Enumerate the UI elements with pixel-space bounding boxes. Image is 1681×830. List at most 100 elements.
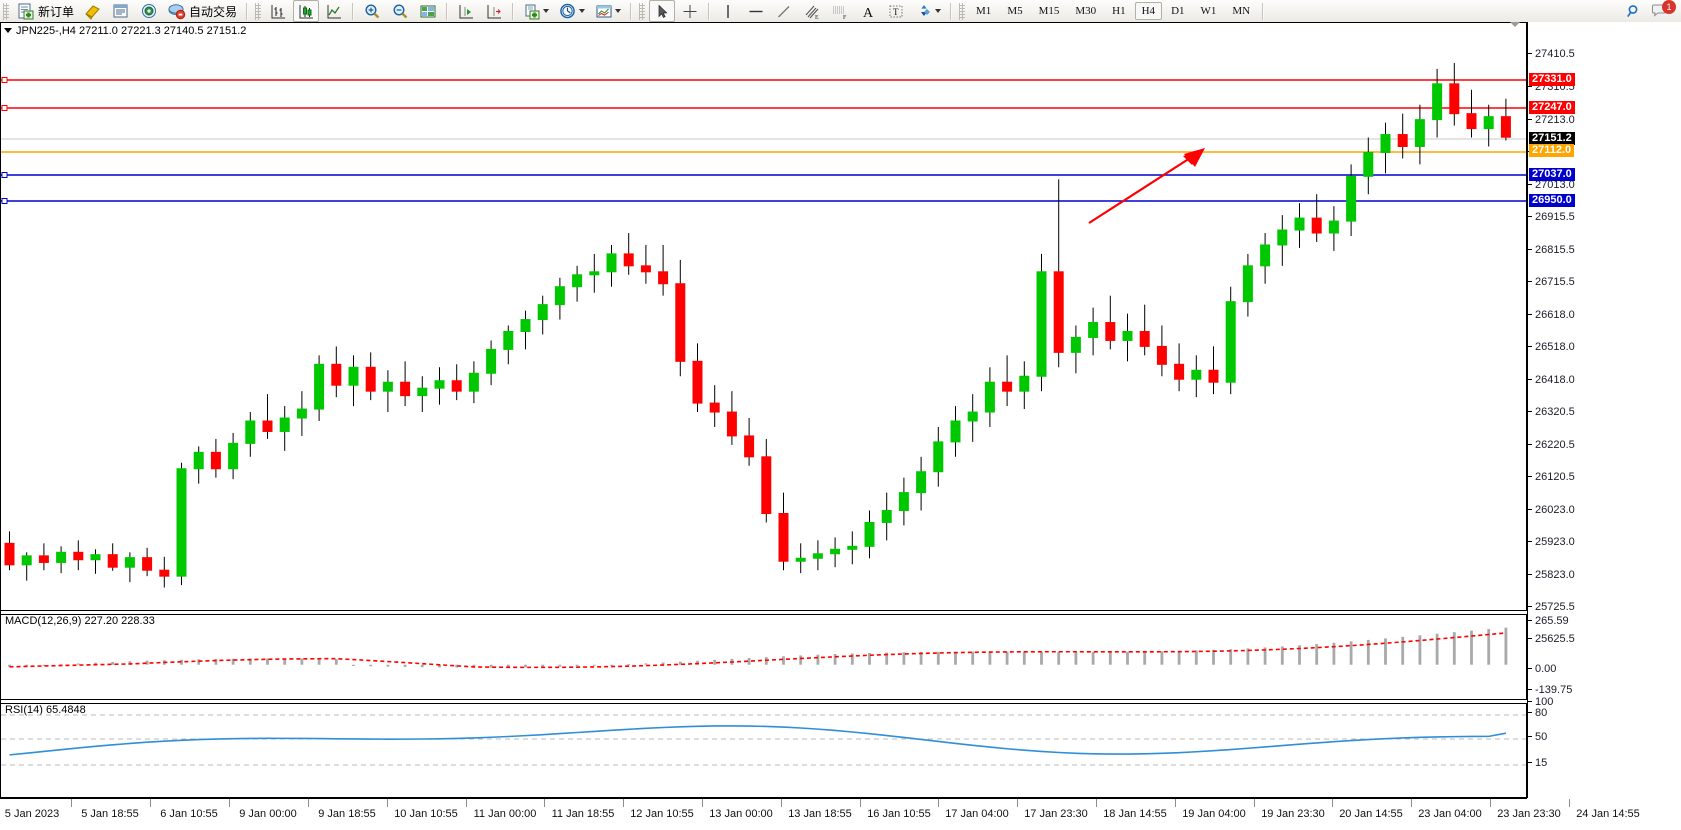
- crosshair-button[interactable]: [677, 0, 703, 22]
- candlestick-chart-button[interactable]: [293, 0, 320, 22]
- price-marker-label[interactable]: 27037.0: [1529, 168, 1575, 181]
- candle-body: [881, 510, 892, 523]
- data-window-button[interactable]: [415, 0, 441, 22]
- toolbar-right-group: 1: [1625, 0, 1681, 20]
- timeframe-h1[interactable]: H1: [1112, 5, 1126, 17]
- time-gridline: [229, 799, 230, 807]
- fibonacci-button[interactable]: F: [827, 0, 853, 22]
- pane-separator-macd[interactable]: [1, 610, 1528, 615]
- shapes-button[interactable]: [911, 0, 945, 22]
- macd-bar: [1280, 646, 1284, 665]
- time-gridline: [1254, 799, 1255, 807]
- horizontal-line-button[interactable]: [743, 0, 769, 22]
- time-scale[interactable]: 5 Jan 2023 5 Jan 18:55 6 Jan 10:55 9 Jan 00…: [0, 798, 1640, 830]
- timeframe-m30[interactable]: M30: [1075, 5, 1097, 17]
- time-tick: 23 Jan 04:00: [1418, 808, 1482, 820]
- alert-button[interactable]: 1: [1651, 0, 1676, 20]
- time-tick: 11 Jan 18:55: [551, 808, 615, 820]
- new-order-button[interactable]: 新订单: [13, 0, 78, 22]
- zoom-in-button[interactable]: [359, 0, 385, 22]
- line-chart-button[interactable]: [321, 0, 347, 22]
- candle-body: [1105, 322, 1116, 341]
- metaeditor-button[interactable]: [80, 0, 106, 22]
- toolbar-grip[interactable]: [3, 2, 9, 20]
- chart-menu-triangle-icon[interactable]: [4, 27, 12, 33]
- macd-bar: [1487, 629, 1491, 665]
- timeframe-m15[interactable]: M15: [1038, 5, 1060, 17]
- arrow-cursor-icon: [658, 4, 668, 18]
- zoom-out-button[interactable]: [387, 0, 413, 22]
- candle-body: [658, 271, 669, 285]
- macd-bar: [644, 663, 648, 665]
- macd-bar: [283, 658, 287, 665]
- candle-body: [1449, 83, 1460, 115]
- timeframe-m1[interactable]: M1: [976, 5, 992, 17]
- macd-bar: [300, 658, 304, 665]
- timeframe-mn[interactable]: MN: [1232, 5, 1251, 17]
- candle-body: [1414, 119, 1425, 147]
- autotrading-button[interactable]: 自动交易: [164, 0, 241, 22]
- chart-plot-area[interactable]: JPN225-,H4 27211.0 27221.3 27140.5 27151…: [0, 22, 1528, 798]
- search-icon[interactable]: [1625, 3, 1643, 20]
- period-button[interactable]: [555, 0, 589, 22]
- equidistant-channel-button[interactable]: E: [799, 0, 825, 22]
- chart-shift-button[interactable]: [481, 0, 507, 22]
- trendline-button[interactable]: [771, 0, 797, 22]
- macd-bar: [1384, 638, 1387, 665]
- candle-body: [21, 555, 32, 566]
- terminal-button[interactable]: [108, 0, 134, 22]
- pane-separator-rsi[interactable]: [1, 699, 1528, 704]
- chevron-down-icon[interactable]: [579, 9, 586, 13]
- timeframe-m5[interactable]: M5: [1007, 5, 1023, 17]
- timeframe-d1[interactable]: D1: [1171, 5, 1185, 17]
- time-tick: 9 Jan 00:00: [239, 808, 297, 820]
- candle-body: [1363, 151, 1374, 177]
- chevron-down-icon[interactable]: [615, 9, 622, 13]
- toolbar-grip-2[interactable]: [255, 2, 262, 20]
- price-scale[interactable]: 27410.527310.527213.027113.027013.026915…: [1527, 22, 1681, 798]
- new-chart-button[interactable]: [519, 0, 553, 22]
- chevron-down-icon[interactable]: [935, 9, 942, 13]
- time-gridline: [71, 799, 72, 807]
- macd-bar: [317, 658, 321, 665]
- toolbar-grip-3[interactable]: [639, 2, 646, 20]
- price-tick: 26915.5: [1528, 211, 1575, 223]
- bar-chart-button[interactable]: [265, 0, 291, 22]
- trend-arrow-annotation[interactable]: [1088, 148, 1205, 224]
- svg-text:T: T: [893, 7, 899, 17]
- cursor-button[interactable]: [649, 0, 676, 22]
- candle-body: [864, 521, 875, 547]
- resistance-handle-1: [1, 77, 8, 83]
- navigator-icon: [142, 3, 157, 18]
- macd-bar: [489, 664, 493, 668]
- macd-bar: [799, 655, 803, 665]
- timeframe-h4[interactable]: H4: [1134, 2, 1163, 20]
- candle-body: [1483, 116, 1494, 130]
- time-tick: 24 Jan 14:55: [1576, 808, 1640, 820]
- timeframe-w1[interactable]: W1: [1200, 5, 1217, 17]
- time-tick: 13 Jan 18:55: [788, 808, 852, 820]
- vertical-line-button[interactable]: [715, 0, 741, 22]
- candle-body: [640, 265, 651, 273]
- price-marker-label[interactable]: 27247.0: [1529, 101, 1575, 114]
- price-marker-label[interactable]: 27112.0: [1529, 144, 1575, 157]
- price-marker-label[interactable]: 26950.0: [1529, 194, 1575, 207]
- auto-scroll-button[interactable]: [453, 0, 479, 22]
- chevron-down-icon[interactable]: [543, 9, 550, 13]
- candle-body: [38, 555, 49, 563]
- template-button[interactable]: [591, 0, 625, 22]
- macd-bar: [1057, 651, 1061, 665]
- time-tick: 16 Jan 10:55: [867, 808, 931, 820]
- price-marker-label[interactable]: 27331.0: [1529, 73, 1575, 86]
- autotrading-label: 自动交易: [189, 4, 238, 19]
- macd-tick: 265.59: [1528, 615, 1569, 627]
- chart-shift-marker-icon[interactable]: [1510, 22, 1520, 27]
- text-label-button[interactable]: T: [883, 0, 909, 22]
- price-marker-label[interactable]: 27151.2: [1529, 132, 1575, 145]
- candle-body: [1260, 244, 1271, 267]
- toolbar-separator-5: [630, 2, 633, 20]
- price-tick: 25625.5: [1528, 633, 1575, 645]
- toolbar-grip-4[interactable]: [959, 2, 966, 20]
- text-button[interactable]: A: [855, 0, 881, 22]
- navigator-button[interactable]: [136, 0, 162, 22]
